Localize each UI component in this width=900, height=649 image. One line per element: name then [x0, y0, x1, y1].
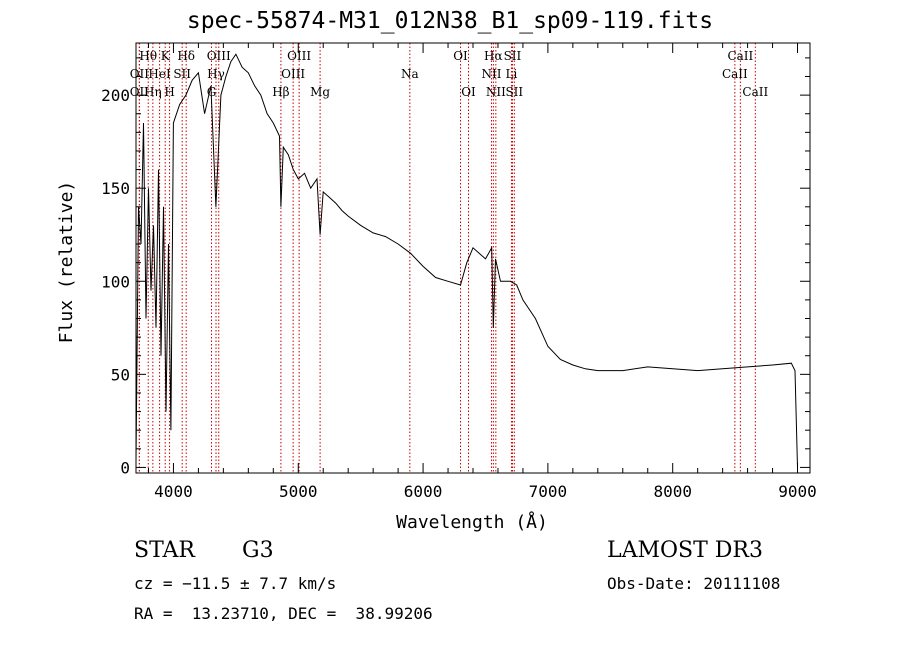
survey-name: LAMOST DR3 — [607, 538, 763, 563]
spectral-line-label: H — [164, 85, 174, 99]
x-tick-label: 4000 — [154, 482, 193, 501]
spectral-line-label: NII — [481, 67, 501, 81]
spectral-line-label: NII — [486, 85, 506, 99]
spectral-line-label: SII — [504, 49, 522, 63]
spectral-line-label: Mg — [310, 85, 330, 99]
y-axis-label: Flux (relative) — [56, 181, 77, 344]
x-axis-ticks: 4000 5000 6000 7000 8000 9000 — [147, 43, 817, 501]
obs-date: Obs-Date: 20111108 — [607, 574, 781, 593]
y-tick-label: 150 — [101, 179, 130, 198]
y-axis-ticks: 0 50 100 150 200 — [101, 57, 810, 477]
y-tick-label: 50 — [111, 365, 130, 384]
x-tick-label: 9000 — [778, 482, 817, 501]
y-tick-label: 100 — [101, 272, 130, 291]
spectral-line-label: Hθ — [139, 49, 157, 63]
spectral-line-label: CaII — [727, 49, 753, 63]
x-axis-label: Wavelength (Å) — [396, 511, 548, 533]
spectral-line-label: Na — [401, 67, 419, 81]
spectral-line-label: CaII — [722, 67, 748, 81]
spectral-line-label: Hδ — [177, 49, 195, 63]
y-tick-label: 0 — [120, 458, 130, 477]
x-tick-label: 7000 — [529, 482, 568, 501]
spectral-line-label: HeI — [148, 67, 171, 81]
emission-lines-group — [138, 43, 756, 473]
spectral-line-label: Hβ — [272, 85, 289, 99]
spectral-line-label: OI — [453, 49, 468, 63]
plot-frame — [135, 42, 811, 474]
chart-title: spec-55874-M31_012N38_B1_sp09-119.fits — [186, 8, 714, 34]
spectral-line-label: Li — [506, 67, 518, 81]
spectral-line-label: OIII — [287, 49, 311, 63]
flux-series — [135, 53, 798, 468]
spectral-line-label: SII — [173, 67, 191, 81]
object-subclass: G3 — [242, 538, 274, 563]
redshift-cz: cz = −11.5 ± 7.7 km/s — [134, 574, 337, 593]
spectral-line-label: Hα — [484, 49, 503, 63]
spectral-line-label: OIII — [281, 67, 305, 81]
spectral-line-label: Hγ — [207, 67, 225, 81]
x-tick-label: 5000 — [279, 482, 318, 501]
y-tick-label: 200 — [101, 86, 130, 105]
spectral-line-label: OI — [461, 85, 476, 99]
spectral-line-label: OII — [130, 67, 150, 81]
spectral-line-label: CaII — [742, 85, 768, 99]
spectral-line-label: Hη — [144, 85, 162, 99]
spectral-line-label: OIII — [207, 49, 231, 63]
spectral-line-label: K — [161, 49, 171, 63]
object-class: STAR — [134, 538, 195, 563]
x-tick-label: 6000 — [404, 482, 443, 501]
x-tick-label: 8000 — [653, 482, 692, 501]
spectral-line-label: SII — [505, 85, 523, 99]
ra-dec: RA = 13.23710, DEC = 38.99206 — [134, 604, 433, 623]
